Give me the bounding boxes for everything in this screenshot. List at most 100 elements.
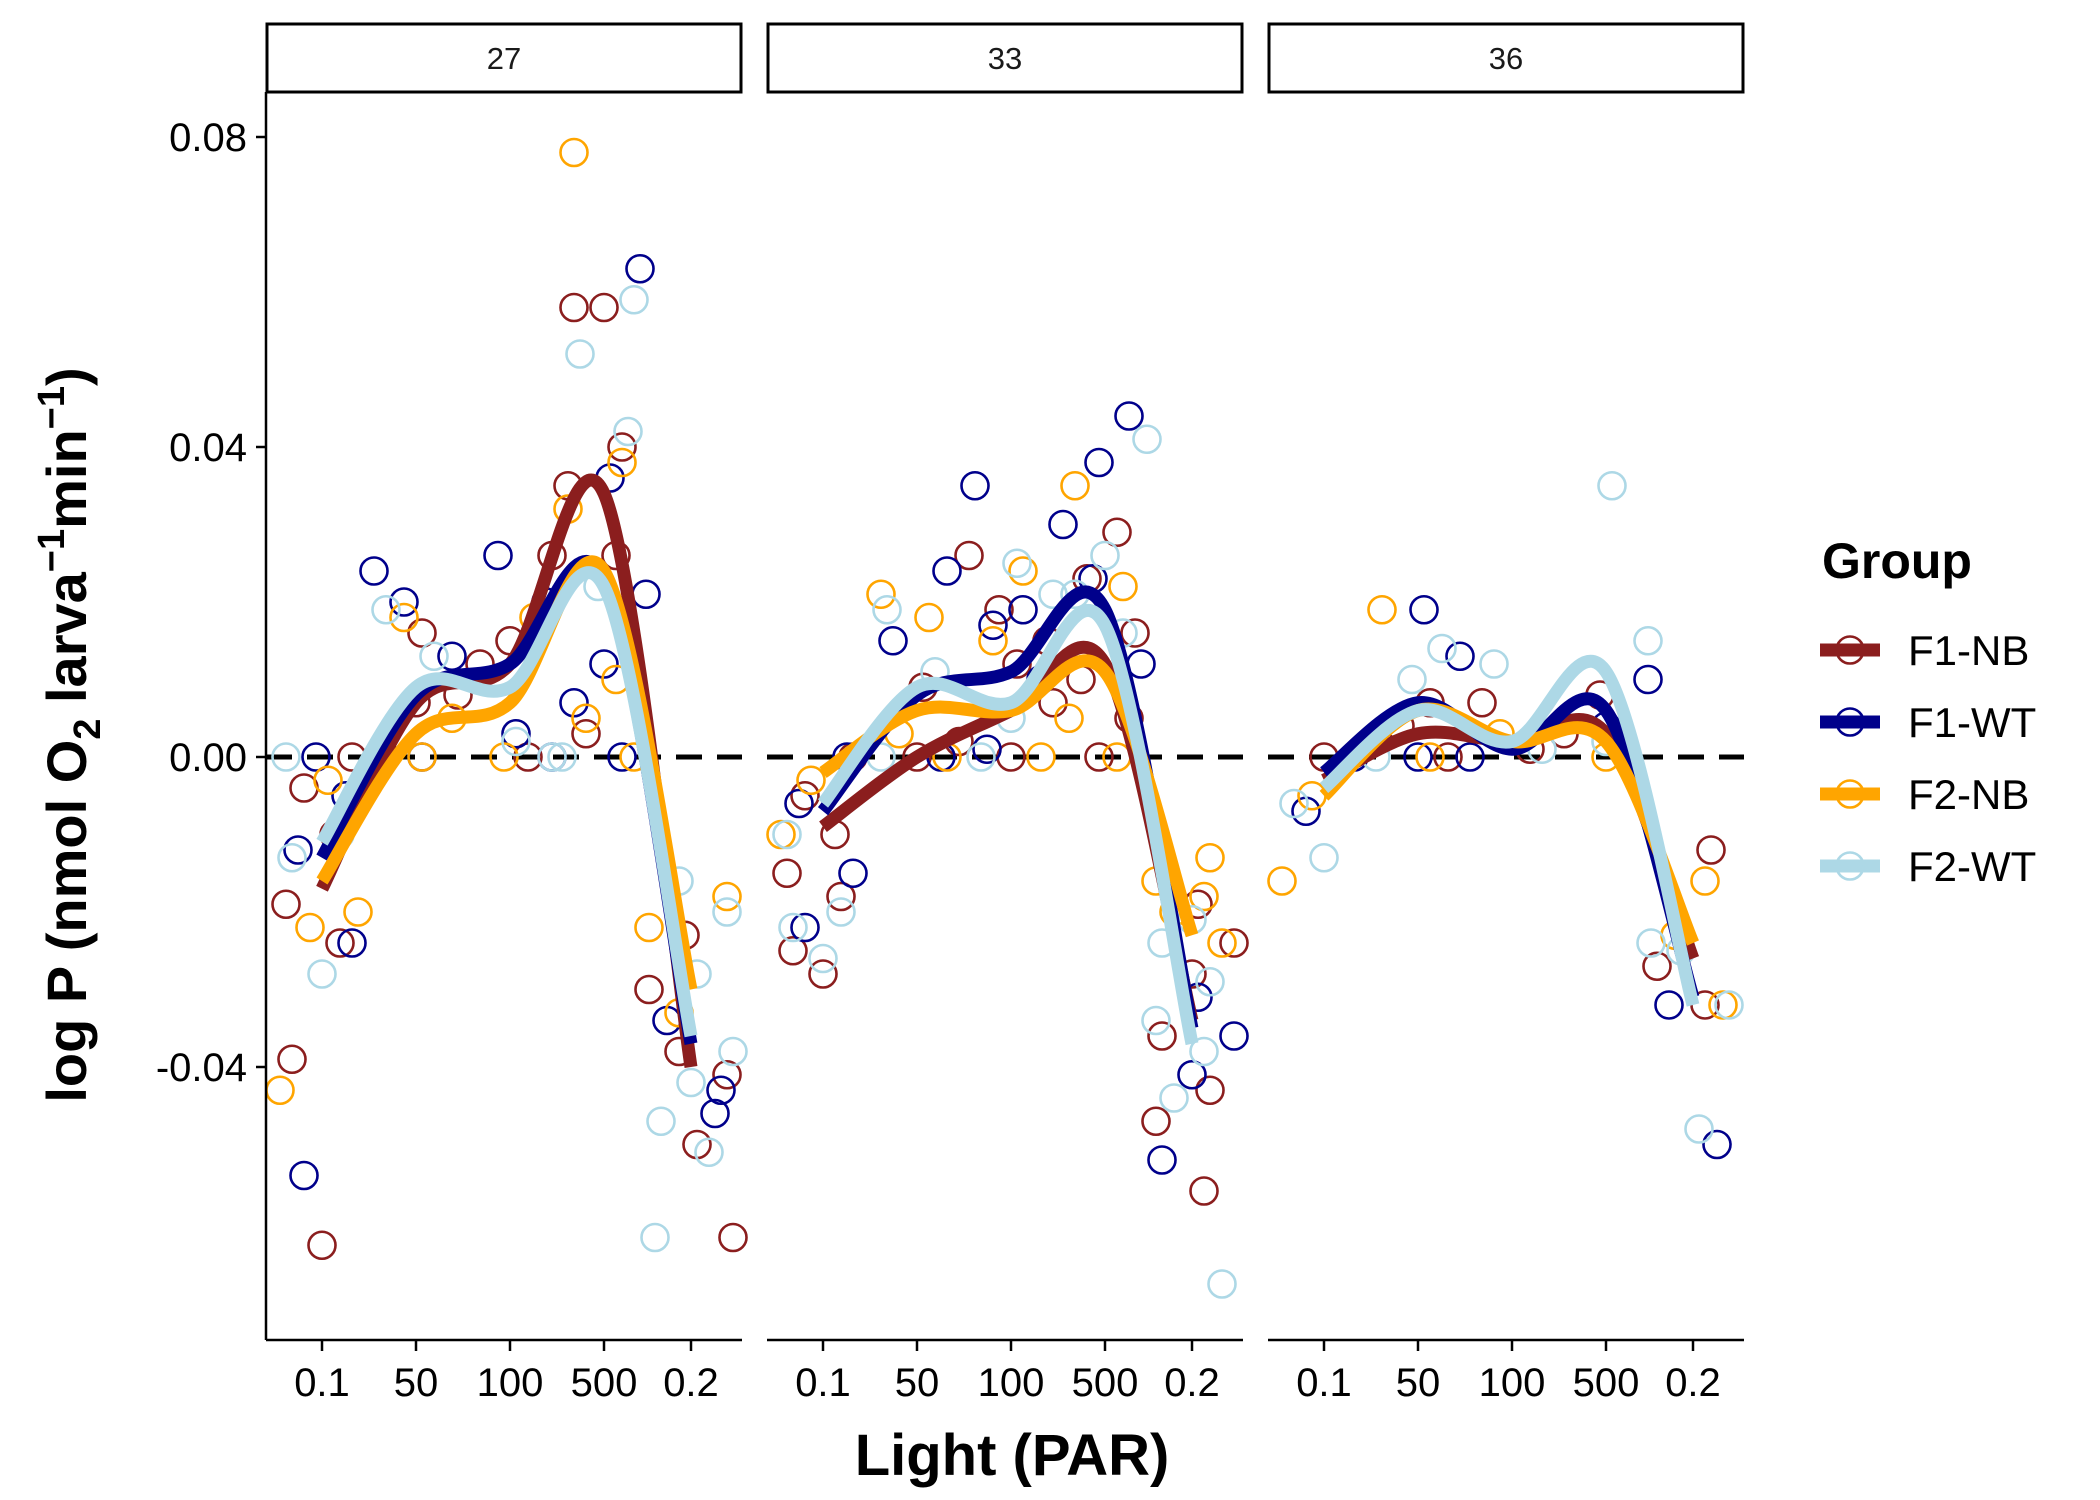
point-f2-wt: [778, 912, 808, 943]
point-f2-nb: [866, 579, 896, 610]
point-f1-nb: [712, 1059, 742, 1090]
point-f1-nb: [271, 889, 301, 920]
point-f2-nb: [1690, 866, 1720, 896]
point-f1-wt: [960, 470, 990, 501]
point-f1-wt: [1147, 1145, 1177, 1175]
point-f1-wt: [1177, 1059, 1207, 1090]
point-f1-wt: [1654, 990, 1684, 1020]
point-f2-wt: [718, 1036, 748, 1067]
point-f2-wt: [1397, 664, 1427, 695]
panels: 27 0.1 50 100 500 0.2 33 0.1 50 100 500 0.2 36 0.1 50 1…: [265, 22, 1745, 1405]
x-tick-label: 100: [477, 1361, 544, 1405]
point-f1-nb: [790, 780, 820, 811]
smooth-line-f2-wt: [316, 566, 698, 1038]
point-f2-wt: [772, 819, 802, 850]
point-f2-wt: [694, 1137, 724, 1168]
point-f1-wt: [1702, 1129, 1732, 1160]
y-axis-title-sup2: −1: [31, 386, 73, 429]
point-f2-wt: [1279, 788, 1309, 819]
legend-key-point: [1835, 635, 1865, 665]
point-f2-wt: [1090, 540, 1120, 571]
point-f2-wt: [1714, 990, 1744, 1020]
point-f2-wt: [501, 726, 531, 757]
point-f1-wt: [706, 1075, 736, 1106]
x-tick-label: 500: [1072, 1361, 1139, 1405]
point-f2-wt: [808, 943, 838, 974]
smooth-line-f2-wt: [817, 604, 1199, 1046]
facet-label: 27: [487, 41, 521, 76]
point-f2-nb: [1415, 742, 1445, 772]
point-f2-wt: [271, 742, 301, 772]
point-f1-nb: [1102, 517, 1132, 548]
panel-33: 33 0.1 50 100 500 0.2: [766, 22, 1249, 1405]
legend-key-point: [1835, 779, 1865, 809]
point-f1-wt: [625, 253, 655, 284]
point-f2-nb: [1189, 881, 1219, 912]
point-f1-wt: [483, 540, 513, 571]
point-f1-wt: [589, 649, 619, 679]
x-tick-label: 50: [895, 1361, 940, 1405]
point-f1-wt: [932, 556, 962, 586]
point-f2-wt: [1002, 548, 1032, 579]
point-f2-nb: [343, 897, 373, 927]
point-f1-wt: [1048, 509, 1078, 540]
facet-strip: [1267, 22, 1745, 94]
point-f1-wt: [389, 587, 419, 617]
point-f1-nb: [277, 1044, 307, 1075]
point-f2-wt: [371, 594, 401, 625]
point-f1-nb: [513, 742, 543, 772]
point-f1-nb: [307, 1230, 337, 1261]
legend-item-f1-nb: F1-NB: [1820, 627, 2029, 674]
point-f1-nb: [1642, 951, 1672, 982]
point-f2-wt: [1132, 424, 1162, 455]
point-f2-nb: [407, 742, 437, 772]
point-f1-wt: [1008, 594, 1038, 625]
point-f2-wt: [1195, 966, 1225, 997]
point-f2-wt: [872, 594, 902, 625]
point-f1-nb: [1433, 742, 1463, 772]
point-f2-nb: [1026, 742, 1056, 772]
x-tick-label: 0.1: [795, 1361, 851, 1405]
point-f2-wt: [1684, 1114, 1714, 1144]
point-f1-nb: [772, 858, 802, 889]
point-f1-wt: [1455, 742, 1485, 772]
point-f2-wt: [1636, 928, 1666, 958]
point-f2-nb: [1367, 594, 1397, 625]
point-f1-nb: [1195, 1075, 1225, 1106]
legend-item-f2-nb: F2-NB: [1820, 771, 2029, 818]
point-f2-wt: [640, 1222, 670, 1253]
y-axis: -0.04 0.00 0.04 0.08: [156, 92, 268, 1340]
point-f2-wt: [1159, 1083, 1189, 1113]
y-axis-title-sup1: −1: [31, 529, 73, 572]
legend-label: F2-NB: [1908, 771, 2029, 818]
point-f1-nb: [407, 618, 437, 648]
point-f1-wt: [289, 1160, 319, 1191]
point-f2-wt: [1141, 1005, 1171, 1036]
point-f2-wt: [1479, 649, 1509, 679]
facet-label: 36: [1489, 41, 1523, 76]
point-f2-nb: [1108, 571, 1138, 602]
point-f2-nb: [1207, 928, 1237, 958]
point-f2-wt: [1189, 1036, 1219, 1067]
point-f1-nb: [325, 928, 355, 958]
point-f2-wt: [1633, 625, 1663, 656]
x-tick-label: 50: [394, 1361, 439, 1405]
point-f2-nb: [978, 625, 1008, 656]
y-tick-label: -0.04: [156, 1046, 247, 1090]
point-f2-wt: [966, 742, 996, 772]
point-f1-nb: [718, 1222, 748, 1253]
y-axis-title-sub: 2: [67, 719, 109, 740]
point-f2-wt: [537, 742, 567, 772]
point-f1-nb: [1038, 687, 1068, 718]
point-f1-nb: [1696, 835, 1726, 865]
point-f2-nb: [1267, 866, 1297, 896]
point-f1-nb: [559, 292, 589, 323]
point-f2-nb: [1195, 842, 1225, 873]
point-f1-wt: [1633, 664, 1663, 695]
point-f2-nb: [489, 742, 519, 772]
point-f1-nb: [954, 540, 984, 571]
x-tick-label: 100: [1479, 1361, 1546, 1405]
y-axis-title-main: log P (nmol O: [35, 740, 98, 1103]
legend: Group F1-NB F1-WT F2-NB F2-WT: [1820, 533, 2036, 890]
legend-key-point: [1835, 851, 1865, 881]
